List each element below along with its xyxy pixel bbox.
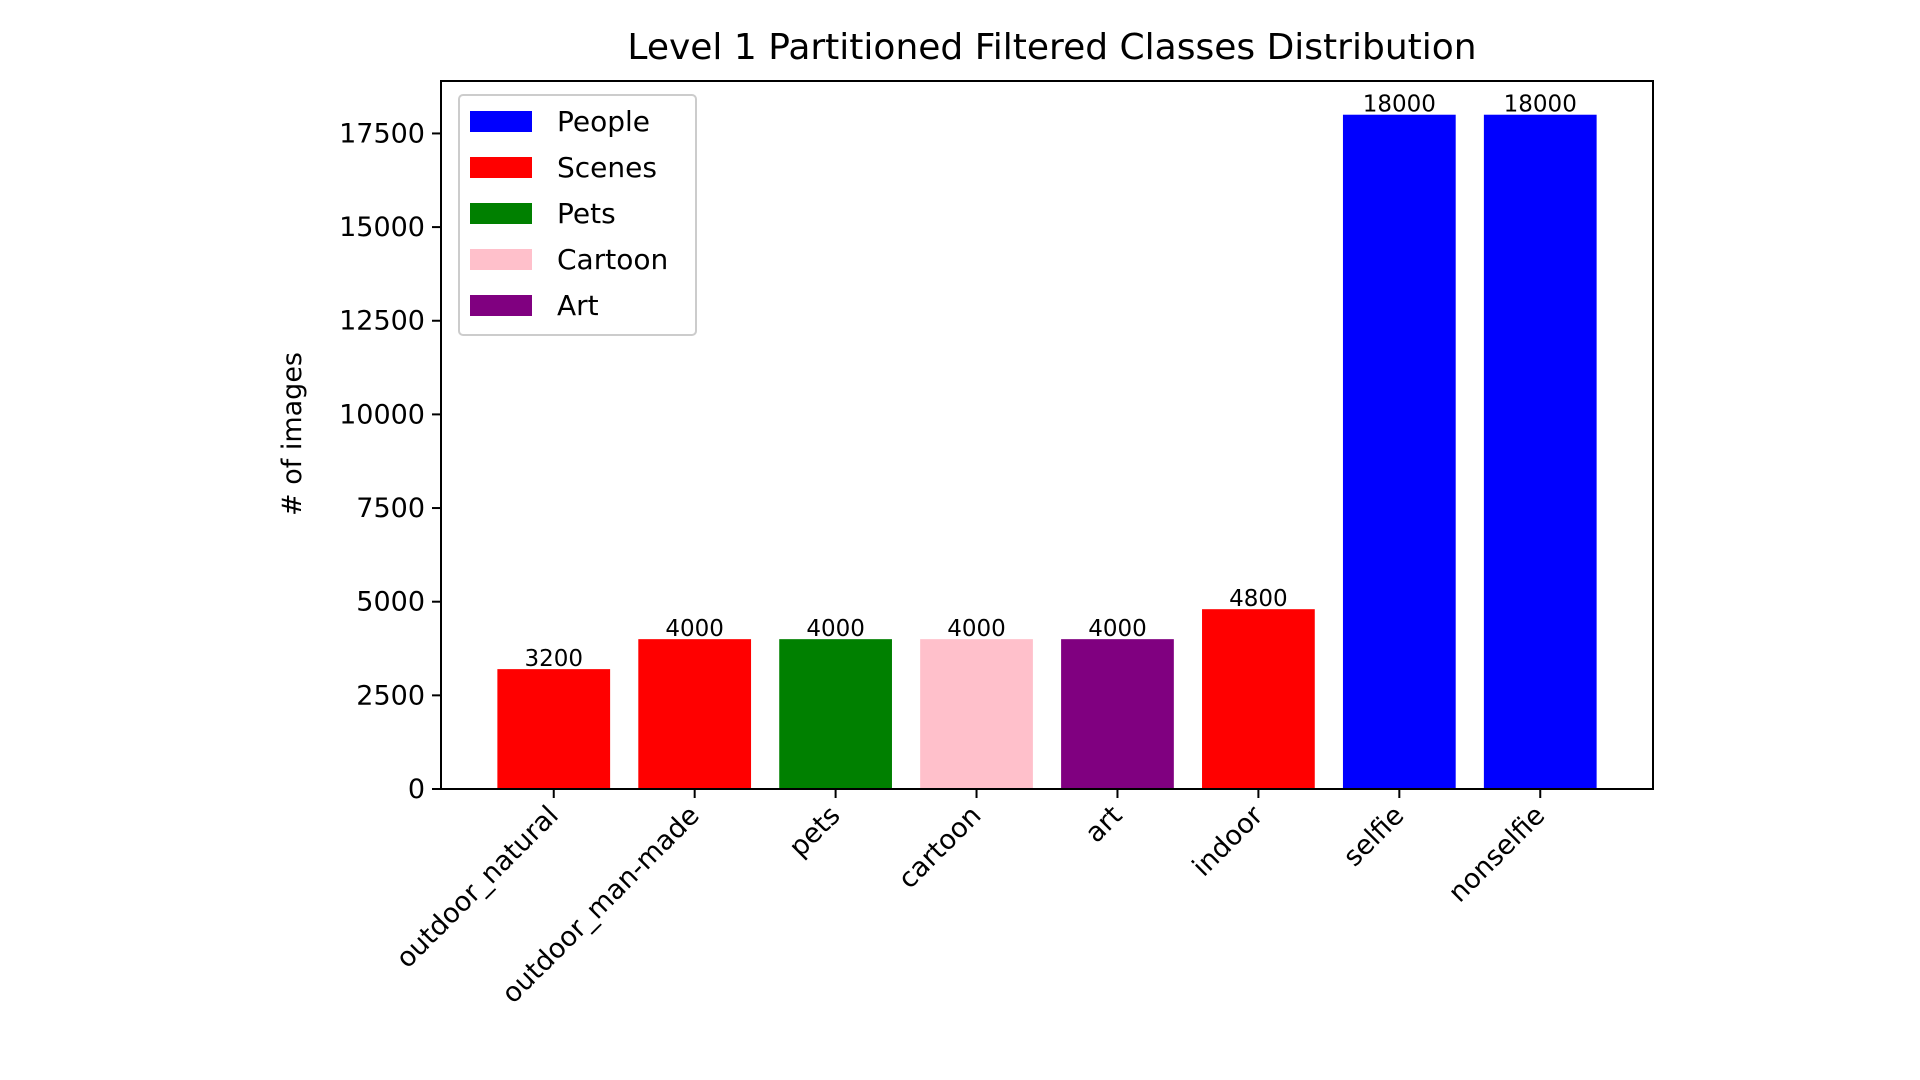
y-tick-label: 10000 xyxy=(339,399,425,430)
bar-outdoor_man-made xyxy=(638,639,752,789)
x-tick-label: pets xyxy=(783,800,846,863)
y-tick-label: 0 xyxy=(408,774,425,805)
data-label-art: 4000 xyxy=(1088,616,1147,642)
y-tick-label: 2500 xyxy=(356,680,425,711)
x-tick-label: selfie xyxy=(1338,800,1411,873)
legend-swatch xyxy=(470,295,532,316)
bar-cartoon xyxy=(920,639,1033,789)
data-label-outdoor_man-made: 4000 xyxy=(665,616,724,642)
legend-swatch xyxy=(470,203,532,224)
plot-area-frame xyxy=(440,80,1654,790)
legend-label: Cartoon xyxy=(557,243,668,276)
data-label-indoor: 4800 xyxy=(1229,586,1288,612)
bars-group xyxy=(497,114,1597,789)
bar-art xyxy=(1061,639,1174,789)
legend-swatch xyxy=(470,249,532,270)
legend-label: Art xyxy=(557,289,599,322)
data-label-pets: 4000 xyxy=(806,616,865,642)
legend-frame xyxy=(458,94,697,336)
y-tick-label: 7500 xyxy=(356,493,425,524)
y-tick-label: 5000 xyxy=(356,587,425,618)
x-tick-label: indoor xyxy=(1187,799,1270,882)
bar-indoor xyxy=(1202,609,1315,789)
y-tick-label: 12500 xyxy=(339,306,425,337)
bar-outdoor_natural xyxy=(497,669,611,789)
data-labels-group: 3200 4000 4000 4000 4000 4800 18000 18000 xyxy=(524,92,1576,672)
legend-label: People xyxy=(557,105,650,138)
bar-nonselfie xyxy=(1483,114,1597,789)
x-tick-label: art xyxy=(1079,800,1128,849)
legend-swatch xyxy=(470,111,532,132)
legend: People Scenes Pets Cartoon Art xyxy=(458,94,697,336)
data-label-outdoor_natural: 3200 xyxy=(524,646,583,672)
y-tick-label: 15000 xyxy=(339,212,425,243)
bar-selfie xyxy=(1342,114,1456,789)
legend-label: Scenes xyxy=(557,151,657,184)
bar-pets xyxy=(779,639,892,789)
legend-swatch xyxy=(470,157,532,178)
legend-label: Pets xyxy=(557,197,616,230)
data-label-cartoon: 4000 xyxy=(947,616,1006,642)
data-label-nonselfie: 18000 xyxy=(1504,92,1577,118)
y-tick-label: 17500 xyxy=(339,118,425,149)
x-tick-label: nonselfie xyxy=(1443,800,1552,909)
chart-title: Level 1 Partitioned Filtered Classes Dis… xyxy=(627,27,1476,68)
y-axis: 0 2500 5000 7500 10000 12500 15000 17500 xyxy=(339,118,441,805)
x-tick-label: cartoon xyxy=(893,800,988,895)
data-label-selfie: 18000 xyxy=(1363,92,1436,118)
y-axis-label: # of images xyxy=(277,352,308,516)
